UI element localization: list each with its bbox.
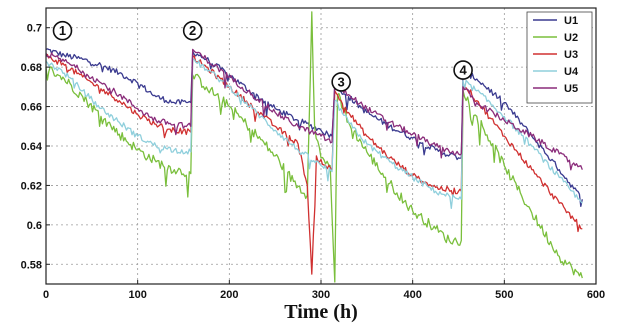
x-tick-label: 400 <box>403 289 421 301</box>
x-tick-label: 100 <box>128 289 146 301</box>
x-tick-label: 300 <box>312 289 330 301</box>
annotation-circle-3 <box>331 72 351 92</box>
series-line-u3 <box>45 53 583 275</box>
annotation-label-1: 1 <box>59 23 66 38</box>
legend-label-u2: U2 <box>564 32 578 44</box>
series-line-u1 <box>45 48 583 208</box>
annotation-circle-2 <box>182 20 203 41</box>
annotation-circle-4 <box>453 60 473 80</box>
x-tick-label: 500 <box>495 289 513 301</box>
legend-label-u4: U4 <box>564 66 579 78</box>
annotation-circle-1 <box>52 20 73 41</box>
x-tick-label: 200 <box>220 289 238 301</box>
y-tick-label: 0.64 <box>21 141 43 153</box>
y-tick-label: 0.66 <box>21 102 42 114</box>
series-line-u2 <box>45 11 583 283</box>
series-line-u4 <box>45 58 583 210</box>
legend-label-u3: U3 <box>564 49 578 61</box>
x-axis-ticks: 0 100 200 300 400 500 600 <box>43 280 605 301</box>
annotations: 1 2 3 4 <box>52 20 473 92</box>
y-tick-label: 0.62 <box>21 180 42 192</box>
series-line-u5 <box>45 48 583 171</box>
series-layer <box>45 11 583 283</box>
legend-label-u1: U1 <box>564 15 578 27</box>
x-tick-label: 600 <box>587 289 605 301</box>
y-tick-label: 0.7 <box>27 23 42 35</box>
annotation-label-3: 3 <box>338 74 345 89</box>
legend: U1 U2 U3 U4 U5 <box>526 11 593 104</box>
annotation-label-2: 2 <box>189 23 196 38</box>
y-tick-label: 0.68 <box>21 62 42 74</box>
x-axis-label: Time (h) <box>284 301 358 323</box>
annotation-label-4: 4 <box>459 63 467 78</box>
legend-label-u5: U5 <box>564 83 578 95</box>
y-axis-ticks: 0.58 0.6 0.62 0.64 0.66 0.68 0.7 <box>21 23 50 271</box>
y-tick-label: 0.58 <box>21 259 42 271</box>
y-tick-label: 0.6 <box>27 220 42 232</box>
legend-box <box>526 11 593 104</box>
x-tick-label: 0 <box>43 289 49 301</box>
